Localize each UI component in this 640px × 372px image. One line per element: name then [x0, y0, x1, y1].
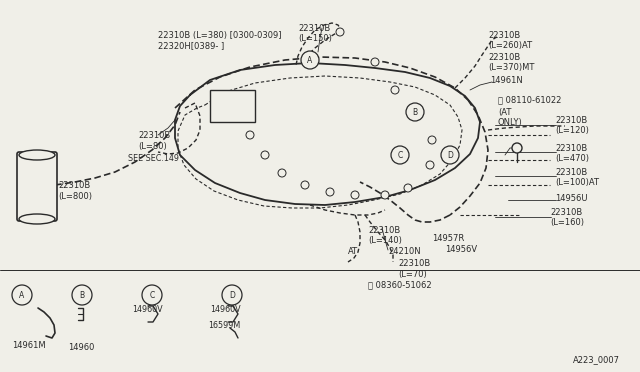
Text: A: A	[307, 55, 312, 64]
Circle shape	[12, 285, 32, 305]
Text: 22310B: 22310B	[555, 115, 588, 125]
Circle shape	[326, 188, 334, 196]
Text: (L=120): (L=120)	[555, 125, 589, 135]
Circle shape	[391, 146, 409, 164]
Circle shape	[411, 104, 419, 112]
Circle shape	[301, 51, 319, 69]
Text: 22310B: 22310B	[58, 180, 90, 189]
Circle shape	[301, 181, 309, 189]
Circle shape	[391, 86, 399, 94]
Text: (L=370)MT: (L=370)MT	[488, 62, 534, 71]
Circle shape	[222, 285, 242, 305]
Text: (L=800): (L=800)	[58, 192, 92, 201]
Text: 22310B: 22310B	[488, 52, 520, 61]
Circle shape	[428, 136, 436, 144]
Circle shape	[234, 91, 242, 99]
Text: 14961N: 14961N	[490, 76, 523, 84]
Text: 22310B: 22310B	[368, 225, 400, 234]
Text: 22310B: 22310B	[555, 144, 588, 153]
Text: AT: AT	[348, 247, 358, 257]
Circle shape	[72, 285, 92, 305]
FancyBboxPatch shape	[17, 152, 57, 221]
Text: 14957R: 14957R	[432, 234, 464, 243]
Text: (L=160): (L=160)	[550, 218, 584, 227]
Text: ONLY): ONLY)	[498, 118, 523, 126]
Text: C: C	[149, 291, 155, 299]
Text: 22310B: 22310B	[555, 167, 588, 176]
Text: 22310B (L=380) [0300-0309]: 22310B (L=380) [0300-0309]	[158, 31, 282, 39]
Text: SEE SEC.149: SEE SEC.149	[128, 154, 179, 163]
Text: 24210N: 24210N	[388, 247, 420, 257]
Circle shape	[371, 58, 379, 66]
Text: (L=150): (L=150)	[298, 33, 332, 42]
Circle shape	[278, 169, 286, 177]
Text: (L=470): (L=470)	[555, 154, 589, 163]
Circle shape	[336, 28, 344, 36]
Circle shape	[404, 184, 412, 192]
Text: 22310B: 22310B	[138, 131, 170, 140]
Text: 14960V: 14960V	[132, 305, 163, 314]
Text: 16599M: 16599M	[208, 321, 240, 330]
Text: 14956V: 14956V	[445, 246, 477, 254]
Text: (L=70): (L=70)	[398, 269, 427, 279]
Text: B: B	[79, 291, 84, 299]
Text: 22310B: 22310B	[488, 31, 520, 39]
Text: C: C	[397, 151, 403, 160]
Text: 22310B: 22310B	[298, 23, 330, 32]
Text: 22310B: 22310B	[398, 260, 430, 269]
Circle shape	[246, 131, 254, 139]
Circle shape	[426, 161, 434, 169]
Circle shape	[261, 151, 269, 159]
Text: (L=100)AT: (L=100)AT	[555, 177, 599, 186]
Circle shape	[441, 146, 459, 164]
Text: Ⓑ 08360-51062: Ⓑ 08360-51062	[368, 280, 431, 289]
Text: 14956U: 14956U	[555, 193, 588, 202]
Circle shape	[381, 191, 389, 199]
Text: A223_0007: A223_0007	[573, 356, 620, 365]
Circle shape	[512, 143, 522, 153]
Text: 22310B: 22310B	[550, 208, 582, 217]
Circle shape	[236, 111, 244, 119]
Text: D: D	[229, 291, 235, 299]
Text: 14961M: 14961M	[12, 340, 45, 350]
Circle shape	[142, 285, 162, 305]
Text: 14960V: 14960V	[210, 305, 241, 314]
Text: (AT: (AT	[498, 108, 511, 116]
Text: 22320H[0389- ]: 22320H[0389- ]	[158, 42, 224, 51]
Text: D: D	[447, 151, 453, 160]
Circle shape	[406, 103, 424, 121]
Text: Ⓑ 08110-61022: Ⓑ 08110-61022	[498, 96, 561, 105]
Text: 14960: 14960	[68, 343, 94, 353]
Text: (L=140): (L=140)	[368, 235, 402, 244]
Text: B: B	[412, 108, 417, 116]
Text: (L=260)AT: (L=260)AT	[488, 41, 532, 49]
Text: (L=80): (L=80)	[138, 141, 167, 151]
Bar	[210, 90, 255, 122]
Text: A: A	[19, 291, 24, 299]
Ellipse shape	[19, 150, 55, 160]
Circle shape	[351, 191, 359, 199]
Ellipse shape	[19, 214, 55, 224]
